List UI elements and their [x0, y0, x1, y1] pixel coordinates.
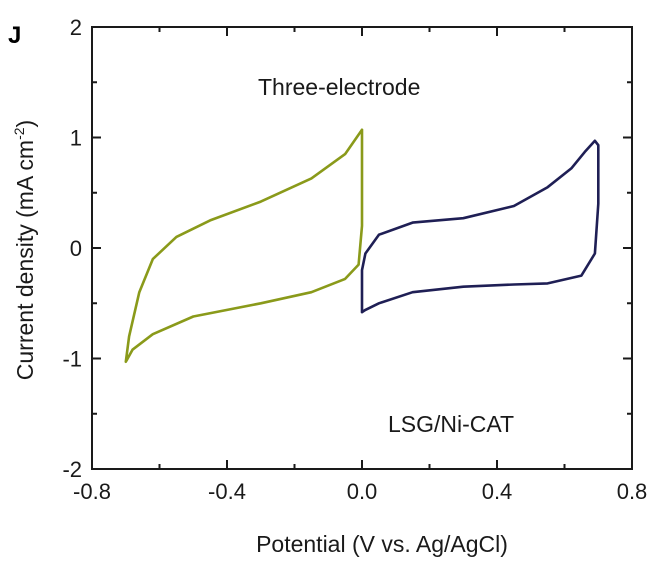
y-axis-title-unit-close: )	[12, 120, 38, 128]
x-tick-label: -0.4	[208, 479, 246, 504]
y-axis-title-unit-sup: -2	[11, 127, 27, 140]
y-tick-label: -2	[62, 457, 82, 482]
panel-label: J	[8, 22, 21, 49]
y-axis-title-text: Current density (mA cm-2)	[11, 120, 38, 380]
cv-curve-2	[360, 139, 600, 314]
x-tick-label: 0.0	[347, 479, 378, 504]
y-axis-title: Current density (mA cm-2)	[11, 120, 38, 380]
x-tick-label: -0.8	[73, 479, 111, 504]
y-tick-label: 0	[70, 236, 82, 261]
y-tick-label: -1	[62, 347, 82, 372]
series-layer	[124, 128, 600, 364]
y-axis-title-unit: (mA cm	[12, 140, 38, 218]
y-tick-label: 2	[70, 15, 82, 40]
ticks-layer: -0.8 -0.4 0.0 0.4 0.8 -2 -1 0 1 2	[62, 15, 647, 504]
y-axis-title-main: Current density	[12, 224, 38, 380]
annotation-three-electrode: Three-electrode	[258, 74, 420, 100]
x-tick-label: 0.4	[482, 479, 513, 504]
x-tick-label: 0.8	[617, 479, 648, 504]
x-axis-title: Potential (V vs. Ag/AgCl)	[256, 531, 508, 557]
y-tick-label: 1	[70, 126, 82, 151]
annotation-sample-name: LSG/Ni-CAT	[388, 411, 514, 437]
cv-curve-1	[124, 128, 364, 364]
